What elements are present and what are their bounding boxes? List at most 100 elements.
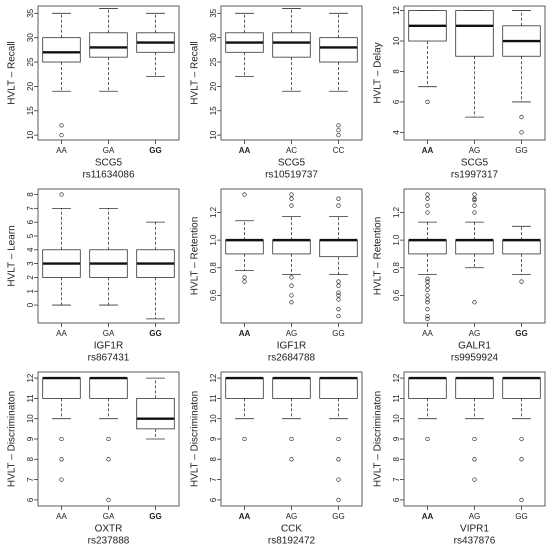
y-tick-label: 10 [209, 414, 218, 423]
x-tick-label: GG [149, 146, 161, 155]
outlier [336, 477, 341, 482]
outlier [59, 132, 64, 138]
x-axis-label: rs9959924 [451, 353, 499, 364]
x-axis-label: rs8192472 [268, 536, 316, 547]
box [136, 397, 175, 430]
x-axis-label: rs867431 [88, 353, 130, 364]
outlier [472, 196, 477, 201]
outlier [472, 457, 477, 462]
y-axis-label: HVLT – Discriminaton [373, 391, 384, 487]
outlier [425, 203, 430, 208]
outlier [336, 293, 341, 298]
x-axis-label: SCG5 [278, 158, 306, 169]
outlier [289, 192, 294, 197]
y-tick-label: 11 [392, 394, 401, 403]
outlier [59, 457, 64, 462]
y-tick-label: 30 [209, 33, 218, 42]
y-tick-label: 12 [392, 6, 401, 15]
y-axis-label: HVLT – Retention [373, 217, 384, 296]
outlier [425, 300, 430, 305]
y-tick-label: 30 [26, 33, 35, 42]
y-tick-label: 4 [26, 247, 35, 252]
x-axis-label: GALR1 [458, 341, 491, 352]
outlier [472, 197, 477, 203]
y-tick-label: 3 [26, 261, 35, 266]
box [319, 37, 358, 63]
outlier [425, 293, 430, 298]
x-axis-label: VIPR1 [460, 524, 489, 535]
y-tick-label: 20 [209, 81, 218, 90]
y-tick-label: 11 [209, 394, 218, 403]
outlier [336, 128, 341, 133]
outlier [472, 300, 477, 305]
outlier [59, 192, 64, 197]
outlier [242, 275, 247, 280]
x-tick-label: AC [286, 146, 297, 155]
y-tick-label: 9 [392, 436, 401, 441]
outlier [425, 210, 430, 215]
outlier [59, 436, 64, 442]
outlier [519, 457, 524, 462]
y-tick-label: 6 [26, 497, 35, 502]
box [455, 10, 494, 57]
y-tick-label: 6 [392, 99, 401, 104]
box [455, 239, 494, 255]
y-tick-label: 0.8 [209, 262, 218, 274]
x-tick-label: GG [515, 512, 527, 521]
y-tick-label: 10 [26, 130, 35, 139]
y-tick-label: 35 [26, 8, 35, 17]
y-tick-label: 8 [26, 192, 35, 197]
outlier [425, 313, 430, 319]
outlier [336, 313, 341, 319]
x-tick-label: AA [422, 512, 434, 521]
panel: 0.6 0.8 1.0 1.2 HVLT – Retention AA AG GG GALR1r… [373, 188, 546, 364]
x-tick-label: AG [469, 512, 481, 521]
x-tick-label: CC [333, 146, 345, 155]
x-axis-label: SCG5 [461, 158, 489, 169]
outlier [472, 210, 477, 215]
x-tick-label: AG [469, 146, 481, 155]
x-axis-label: rs1997317 [451, 170, 499, 181]
y-tick-label: 6 [392, 497, 401, 502]
panel: 6 7 8 9 10 11 12 HVLT – Discriminaton AA GA GG OXTR… [7, 371, 180, 547]
y-tick-label: 12 [392, 373, 401, 382]
box [42, 37, 81, 63]
x-axis-label: rs11634086 [82, 170, 135, 181]
y-tick-label: 15 [209, 106, 218, 115]
y-axis-label: HVLT – Learn [7, 225, 18, 286]
outlier [289, 457, 294, 462]
panel: 10 15 20 25 30 35 HVLT – Recall AA AC CC SCG5rs105… [190, 5, 363, 181]
x-tick-label: AA [422, 146, 434, 155]
y-tick-label: 0.8 [392, 262, 401, 274]
y-tick-label: 12 [209, 373, 218, 382]
box [225, 377, 264, 399]
outlier [289, 275, 294, 280]
x-tick-label: AG [469, 329, 481, 338]
outlier [519, 497, 524, 503]
outlier [336, 497, 341, 503]
y-tick-label: 1.2 [392, 206, 401, 218]
outlier [289, 300, 294, 305]
outlier [336, 196, 341, 201]
y-axis-label: HVLT – Discriminaton [190, 391, 201, 487]
outlier [106, 457, 111, 462]
box [502, 377, 541, 399]
outlier [242, 436, 247, 442]
box [319, 377, 358, 399]
x-tick-label: AA [239, 146, 251, 155]
y-tick-label: 7 [26, 477, 35, 482]
outlier [242, 279, 247, 284]
x-tick-label: GG [515, 146, 527, 155]
outlier [425, 436, 430, 442]
y-tick-label: 10 [392, 414, 401, 423]
x-tick-label: GA [103, 146, 115, 155]
y-axis-label: HVLT – Delay [373, 42, 384, 103]
y-tick-label: 10 [392, 36, 401, 45]
x-axis-label: rs437876 [454, 536, 496, 547]
y-tick-label: 7 [26, 206, 35, 211]
x-axis-label: rs237888 [88, 536, 130, 547]
outlier [425, 279, 430, 284]
